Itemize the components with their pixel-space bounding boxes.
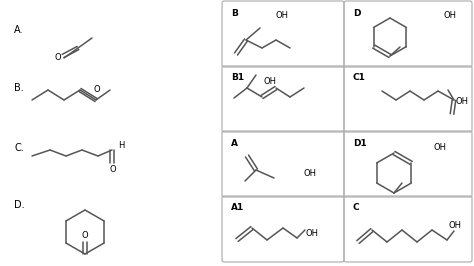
Text: H: H [118,140,124,149]
Text: D.: D. [14,200,25,210]
Text: OH: OH [304,168,317,177]
Text: A1: A1 [231,203,244,213]
Text: O: O [109,164,116,173]
Text: O: O [82,231,88,240]
Text: A.: A. [14,25,24,35]
Text: C.: C. [14,143,24,153]
Text: A: A [231,139,238,148]
Text: D1: D1 [353,139,367,148]
Text: OH: OH [456,97,469,106]
Text: C1: C1 [353,73,366,82]
Text: OH: OH [306,228,319,238]
Text: OH: OH [434,143,447,152]
Text: OH: OH [276,11,289,20]
Text: D: D [353,9,361,18]
Text: OH: OH [449,222,462,231]
Text: B1: B1 [231,73,244,82]
Text: B.: B. [14,83,24,93]
Text: O: O [55,52,61,61]
Text: OH: OH [264,77,277,85]
Text: OH: OH [444,10,457,19]
Text: B: B [231,9,238,18]
Text: C: C [353,203,360,213]
Text: O: O [94,85,100,94]
